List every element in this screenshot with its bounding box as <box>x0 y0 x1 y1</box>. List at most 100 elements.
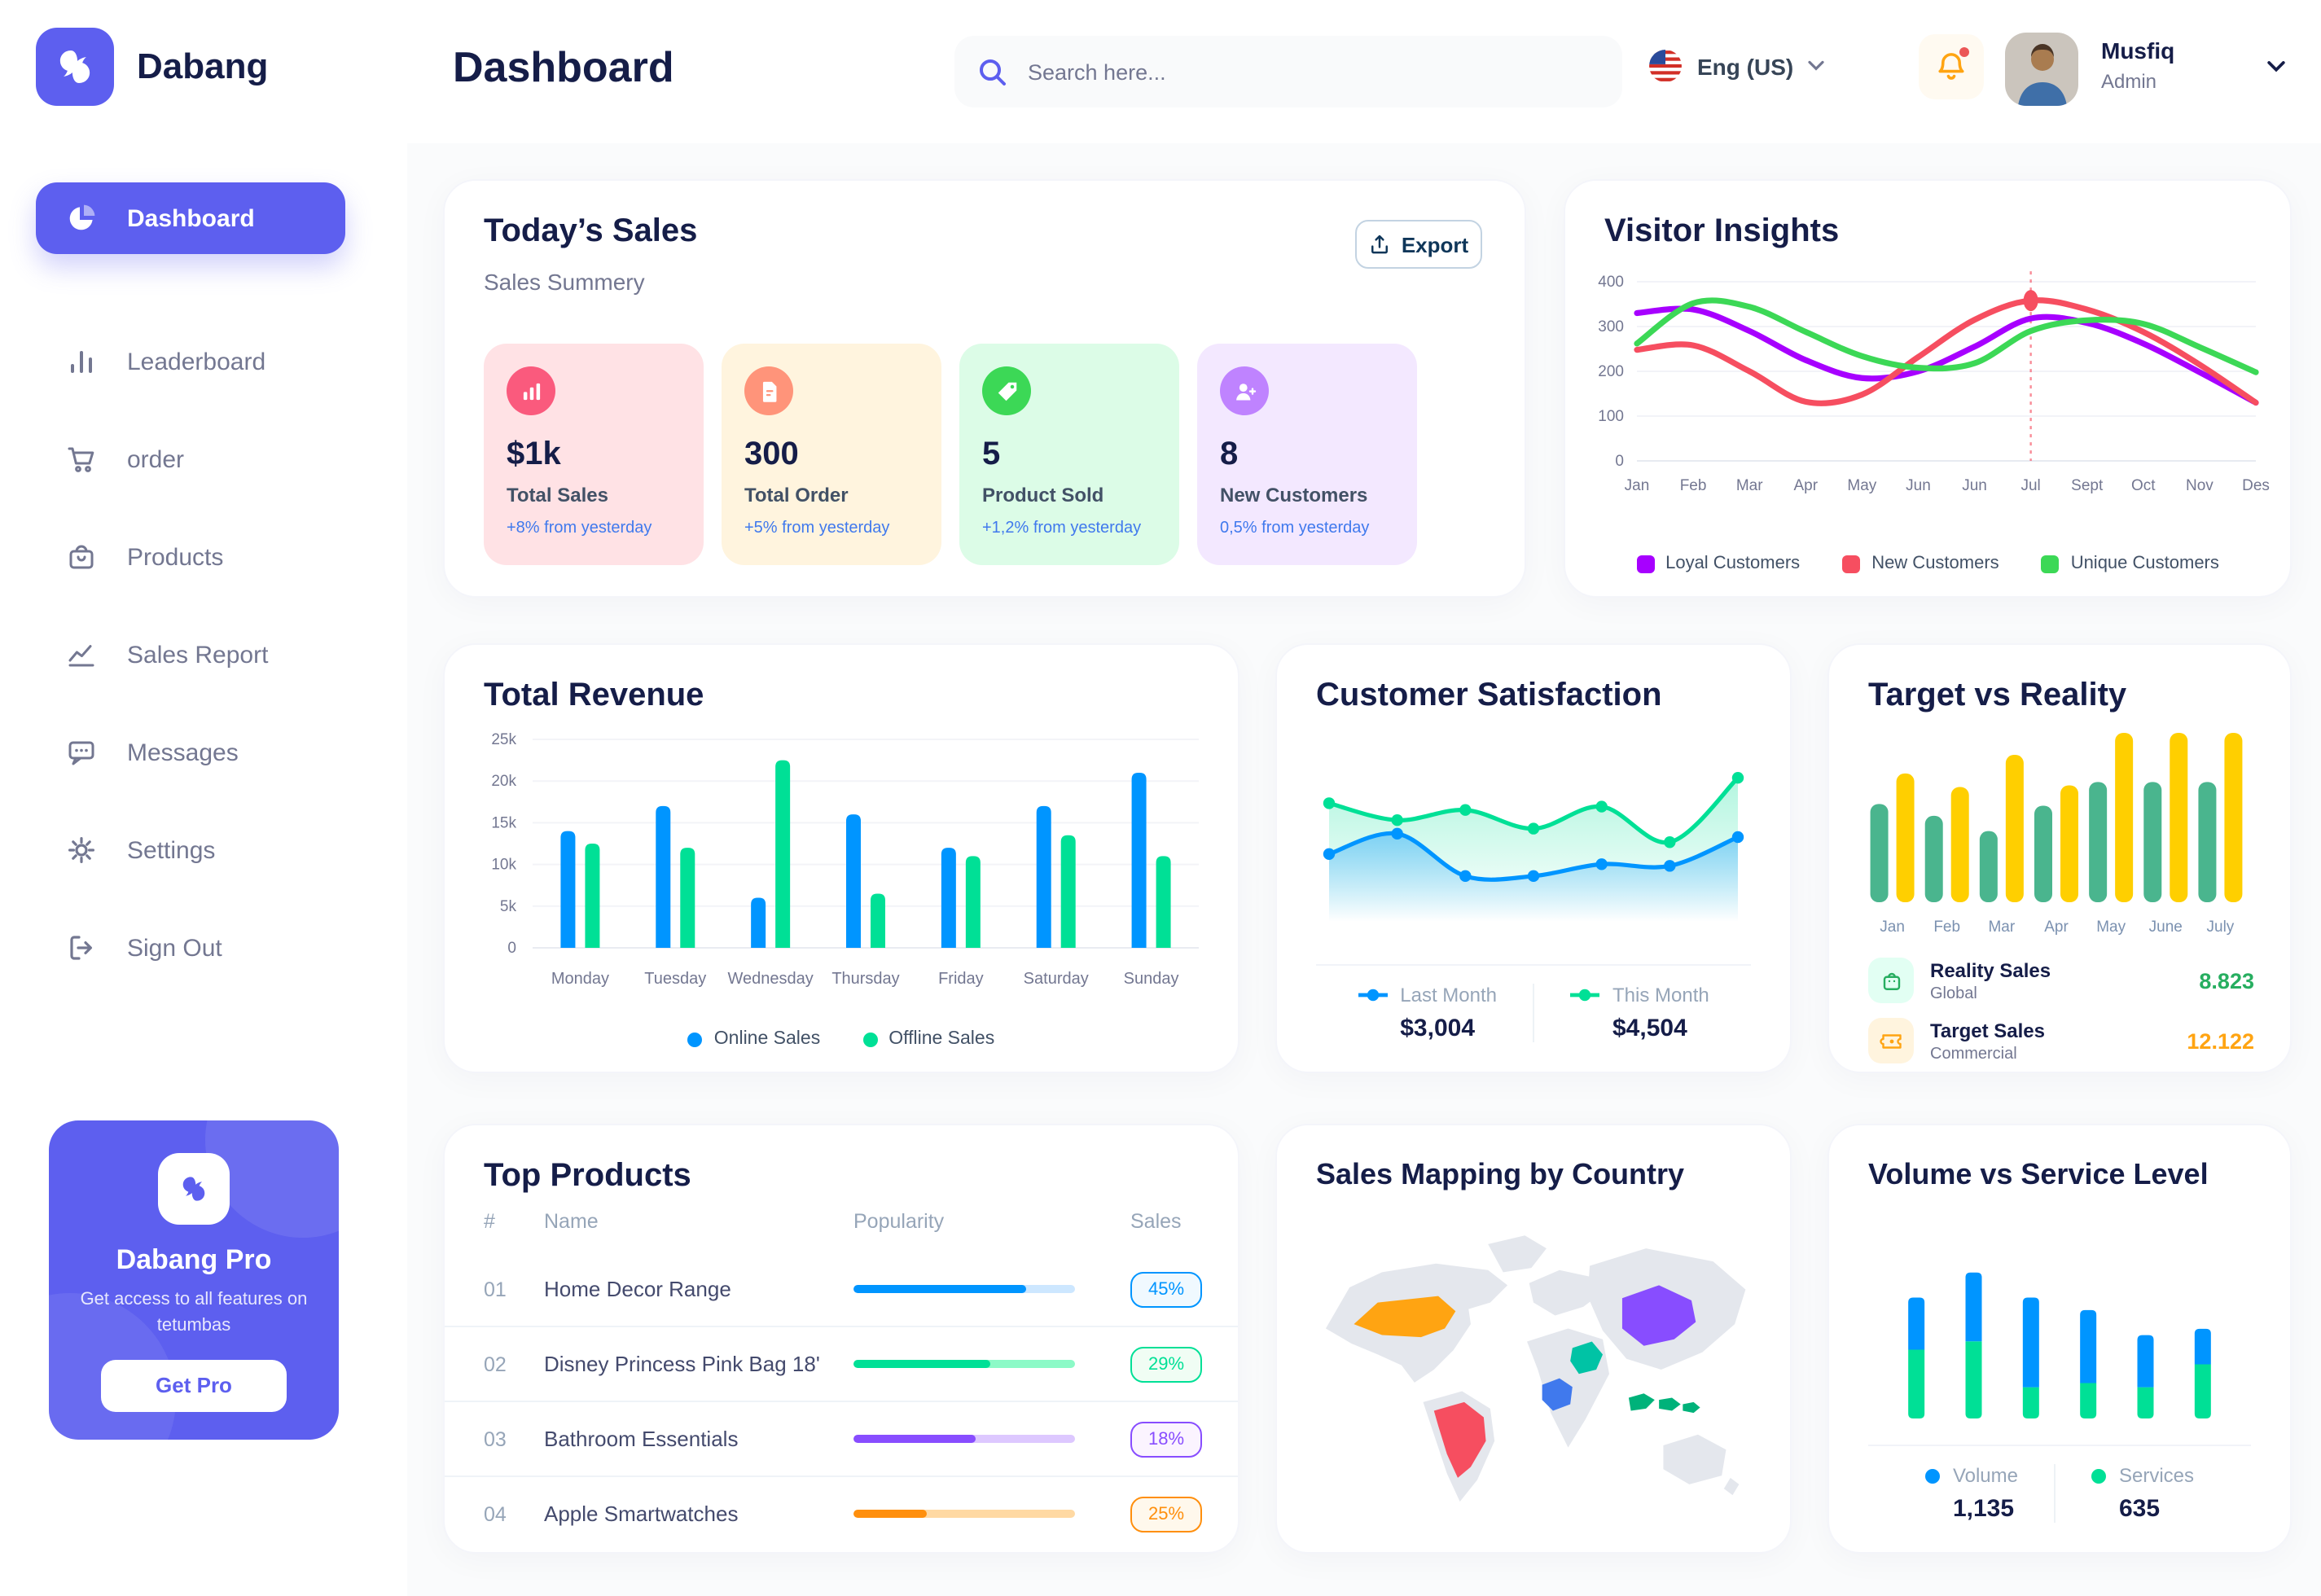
volume-vs-service-title: Volume vs Service Level <box>1868 1158 2209 1190</box>
export-icon <box>1371 235 1389 254</box>
shopping-bag-icon <box>1868 958 1914 1003</box>
table-row-bathroom-essentials: 03 Bathroom Essentials 18% <box>445 1401 1238 1475</box>
user-name: Musfiq <box>2101 37 2175 64</box>
chevron-down-icon <box>1808 60 1824 71</box>
sales-badge: 18% <box>1130 1421 1202 1457</box>
visitor-insights-legend: Loyal Customers New Customers Unique Custo… <box>1565 554 2290 573</box>
page-title: Dashboard <box>453 42 674 91</box>
bell-icon <box>1938 53 1964 80</box>
total-revenue-title: Total Revenue <box>484 677 704 713</box>
leaderboard-icon <box>65 345 98 378</box>
product-name: Apple Smartwatches <box>544 1502 739 1526</box>
sidebar-item-order[interactable]: order <box>36 423 345 495</box>
stat-card-product-sold: 5 Product Sold +1,2% from yesterday <box>959 344 1179 565</box>
table-row-apple-smartwatches: 04 Apple Smartwatches 25% <box>445 1475 1238 1550</box>
stat-delta: +8% from yesterday <box>507 520 652 537</box>
total-revenue-legend: Online Sales Offline Sales <box>445 1029 1238 1049</box>
signout-icon <box>65 932 98 964</box>
export-button[interactable]: Export <box>1355 220 1482 269</box>
get-pro-button[interactable]: Get Pro <box>101 1359 287 1412</box>
svg-text:Monday: Monday <box>551 970 609 988</box>
product-rank: 01 <box>484 1278 507 1300</box>
country-united-states <box>1354 1296 1456 1338</box>
svg-text:0: 0 <box>1615 453 1624 470</box>
legend-item-last-month: Last Month $3,004 <box>1322 984 1534 1042</box>
sidebar-item-messages[interactable]: Messages <box>36 717 345 788</box>
popularity-bar <box>853 1285 1075 1293</box>
target-vs-reality-chart: Jan Feb Mar Apr May June July <box>1870 733 2243 936</box>
customer-satisfaction-title: Customer Satisfaction <box>1316 677 1662 713</box>
customer-satisfaction-chart <box>1323 772 1744 922</box>
product-name: Home Decor Range <box>544 1277 731 1301</box>
sidebar-menu: Dashboard Leaderboard order Products Sales R… <box>36 182 345 1010</box>
sidebar-item-products[interactable]: Products <box>36 521 345 593</box>
svg-text:Jan: Jan <box>1880 919 1905 936</box>
notifications-button[interactable] <box>1919 34 1984 99</box>
country-indonesia <box>1628 1393 1700 1414</box>
svg-text:July: July <box>2207 919 2235 936</box>
svg-text:May: May <box>1847 477 1876 494</box>
product-name: Disney Princess Pink Bag 18' <box>544 1352 820 1376</box>
search-bar[interactable] <box>954 36 1622 107</box>
language-selector[interactable]: Eng (US) <box>1648 49 1824 83</box>
todays-sales-card: Today’s Sales Sales Summery Export $1k To… <box>443 179 1526 598</box>
country-congo <box>1542 1378 1573 1411</box>
sidebar-item-leaderboard[interactable]: Leaderboard <box>36 326 345 397</box>
country-china <box>1621 1285 1696 1346</box>
product-rank: 03 <box>484 1427 507 1450</box>
svg-text:Saturday: Saturday <box>1024 970 1089 988</box>
popularity-bar <box>853 1435 1075 1443</box>
notification-dot <box>1959 47 1969 57</box>
avatar[interactable] <box>2005 33 2078 106</box>
dabang-pro-logo <box>158 1153 230 1225</box>
svg-text:20k: 20k <box>491 773 516 790</box>
todays-sales-title: Today’s Sales <box>484 213 698 249</box>
cart-icon <box>65 443 98 476</box>
legend-item-this-month: This Month $4,504 <box>1534 984 1745 1042</box>
sales-badge: 25% <box>1130 1496 1202 1532</box>
table-row-disney-princess-pink-bag-18: 02 Disney Princess Pink Bag 18' 29% <box>445 1326 1238 1401</box>
stat-delta: +1,2% from yesterday <box>982 520 1142 537</box>
pro-card-title: Dabang Pro <box>116 1244 272 1275</box>
sidebar-item-sign-out[interactable]: Sign Out <box>36 912 345 984</box>
legend-item-volume: Volume 1,135 <box>1889 1464 2056 1523</box>
svg-text:Oct: Oct <box>2131 477 2156 494</box>
svg-text:June: June <box>2149 919 2183 936</box>
svg-text:Jan: Jan <box>1625 477 1650 494</box>
ticket-icon <box>1868 1018 1914 1063</box>
stat-label: Total Sales <box>507 484 608 506</box>
customer-satisfaction-card: Customer Satisfaction Last Month $3,004 Th… <box>1275 643 1792 1073</box>
svg-text:Thursday: Thursday <box>831 970 899 988</box>
stat-card-total-sales: $1k Total Sales +8% from yesterday <box>484 344 704 565</box>
product-rank: 04 <box>484 1502 507 1525</box>
us-flag-icon <box>1648 49 1683 83</box>
svg-text:Tuesday: Tuesday <box>644 970 706 988</box>
legend-item-services: Services 635 <box>2056 1464 2230 1523</box>
sales-badge: 45% <box>1130 1271 1202 1307</box>
sidebar-item-dashboard[interactable]: Dashboard <box>36 182 345 254</box>
legend-item-online-sales: Online Sales <box>687 1029 820 1049</box>
stat-label: Product Sold <box>982 484 1104 506</box>
todays-sales-subtitle: Sales Summery <box>484 269 645 295</box>
stat-delta: 0,5% from yesterday <box>1220 520 1370 537</box>
divider <box>1868 1445 2251 1446</box>
sales-mapping-title: Sales Mapping by Country <box>1316 1158 1685 1190</box>
top-products-header: # Name Popularity Sales <box>484 1210 1182 1233</box>
user-plus-icon <box>1220 366 1269 415</box>
svg-text:5k: 5k <box>500 898 517 915</box>
user-menu-chevron-icon[interactable] <box>2267 52 2285 81</box>
svg-text:10k: 10k <box>491 857 516 874</box>
sidebar-item-sales-report[interactable]: Sales Report <box>36 619 345 691</box>
visitor-insights-title: Visitor Insights <box>1604 213 1840 249</box>
sidebar-item-settings[interactable]: Settings <box>36 814 345 886</box>
target-vs-reality-card: Target vs Reality Jan Feb Mar Apr May June Jul… <box>1827 643 2292 1073</box>
pro-card-subtitle: Get access to all features on tetumbas <box>80 1290 308 1335</box>
svg-text:Mar: Mar <box>1988 919 2015 936</box>
total-revenue-card: Total Revenue 0 5k 10k 15k 20k 25k Monday Tuesd… <box>443 643 1239 1073</box>
language-label: Eng (US) <box>1697 53 1794 79</box>
search-input[interactable] <box>1024 58 1599 86</box>
country-saudi-arabia <box>1570 1341 1604 1375</box>
search-icon <box>977 56 1008 87</box>
svg-text:Friday: Friday <box>938 970 984 988</box>
